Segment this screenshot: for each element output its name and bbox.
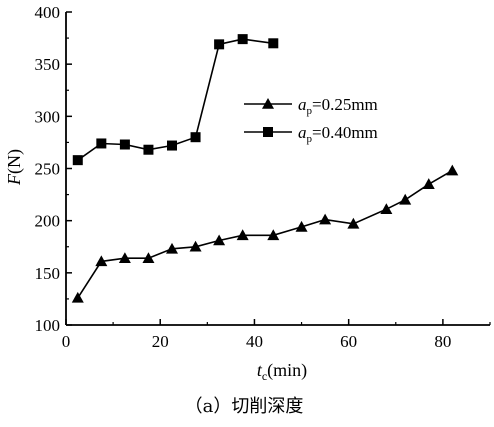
legend-label-main: a bbox=[298, 95, 307, 114]
y-tick-label: 100 bbox=[35, 316, 61, 335]
square-marker bbox=[237, 34, 248, 45]
legend-triangle-marker bbox=[262, 98, 274, 109]
figure-caption: （a）切削深度 bbox=[185, 396, 304, 417]
y-axis-title-main: F bbox=[4, 173, 24, 186]
y-tick-label: 400 bbox=[35, 3, 61, 22]
y-axis-title-unit: (N) bbox=[4, 149, 25, 174]
square-marker bbox=[190, 132, 201, 143]
series-ap-0-25mm bbox=[71, 164, 459, 303]
legend-label-value: =0.25mm bbox=[312, 95, 378, 114]
legend-label-value: =0.40mm bbox=[312, 123, 378, 142]
triangle-marker bbox=[189, 240, 202, 252]
y-tick-label: 150 bbox=[35, 264, 61, 283]
legend-label: ap=0.25mm bbox=[298, 95, 378, 117]
x-tick-label: 40 bbox=[246, 332, 263, 351]
triangle-marker bbox=[319, 213, 332, 225]
legend-label-sub: p bbox=[307, 133, 313, 145]
triangle-marker bbox=[166, 242, 178, 254]
series-line bbox=[77, 169, 453, 299]
triangle-marker bbox=[380, 203, 393, 214]
triangle-marker bbox=[71, 291, 84, 303]
triangle-marker bbox=[118, 252, 131, 264]
triangle-marker bbox=[236, 229, 249, 241]
legend-label-main: a bbox=[298, 123, 307, 142]
triangle-marker bbox=[399, 193, 412, 205]
y-tick-label: 350 bbox=[35, 55, 61, 74]
axes: 100 150 200 250 300 350 400 0 20 40 60 80 bbox=[35, 3, 491, 351]
x-axis-title-unit: (min) bbox=[267, 360, 307, 381]
series-ap-0-40mm bbox=[72, 34, 279, 166]
triangle-marker bbox=[213, 234, 226, 246]
series-group bbox=[71, 34, 459, 303]
legend-entry: ap=0.40mm bbox=[244, 123, 378, 145]
square-marker bbox=[72, 155, 83, 166]
square-marker bbox=[119, 139, 130, 150]
x-axis-title-main: t bbox=[257, 360, 263, 380]
triangle-marker bbox=[347, 217, 360, 229]
x-axis-title: tc(min) bbox=[257, 360, 307, 383]
triangle-marker bbox=[295, 220, 308, 232]
square-marker bbox=[268, 38, 279, 49]
y-tick-label: 250 bbox=[35, 160, 61, 179]
square-marker bbox=[96, 138, 107, 149]
legend-label: ap=0.40mm bbox=[298, 123, 378, 145]
x-tick-label: 20 bbox=[152, 332, 169, 351]
legend-label-sub: p bbox=[307, 105, 313, 117]
y-axis-title: F(N) bbox=[4, 149, 25, 186]
triangle-marker bbox=[142, 252, 155, 264]
square-marker bbox=[214, 39, 225, 50]
x-tick-label: 60 bbox=[340, 332, 357, 351]
y-tick-label: 300 bbox=[35, 107, 61, 126]
x-tick-label: 80 bbox=[434, 332, 451, 351]
x-tick-label: 0 bbox=[62, 332, 71, 351]
square-marker bbox=[167, 140, 177, 151]
x-axis-title-sub: c bbox=[262, 369, 267, 383]
triangle-marker bbox=[446, 164, 459, 176]
triangle-marker bbox=[422, 178, 435, 189]
legend-entry: ap=0.25mm bbox=[244, 95, 378, 117]
triangle-marker bbox=[95, 255, 108, 267]
y-tick-label: 200 bbox=[35, 212, 61, 231]
legend-square-marker bbox=[263, 127, 273, 137]
square-marker bbox=[143, 144, 154, 155]
triangle-marker bbox=[267, 229, 280, 241]
